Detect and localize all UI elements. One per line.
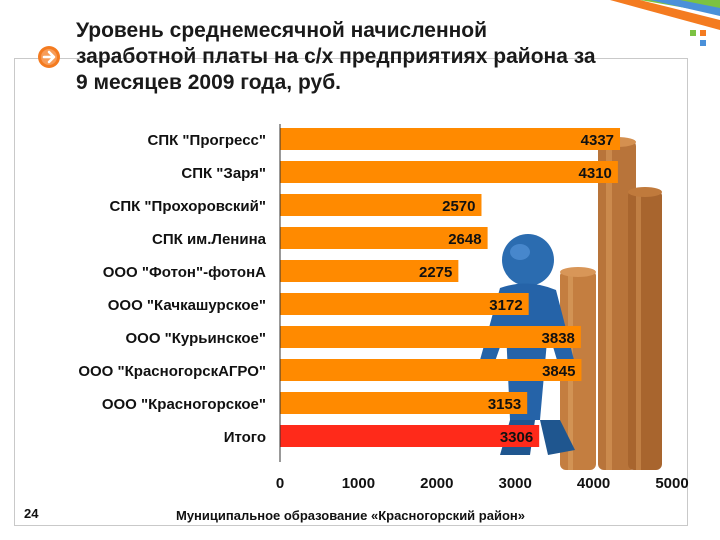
- x-tick-label: 5000: [655, 475, 688, 492]
- slide-title: Уровень среднемесячной начисленной зараб…: [76, 19, 596, 94]
- bar-value-label: 3306: [500, 429, 533, 446]
- category-label: ООО "Качкашурское": [108, 297, 266, 314]
- x-tick-label: 3000: [499, 475, 532, 492]
- bar: [280, 260, 459, 282]
- bar-value-label: 3845: [542, 363, 575, 380]
- category-label: ООО "КрасногорскАГРО": [78, 363, 266, 380]
- bar: [280, 161, 618, 183]
- bar: [280, 425, 540, 447]
- bar: [280, 326, 581, 348]
- category-label: Итого: [224, 429, 266, 446]
- bar: [280, 392, 528, 414]
- bar-chart: 4337 4310 2570 2648 2275 3172 3838 3845 3153 3306…: [78, 124, 689, 492]
- category-label: ООО "Фотон"-фотонА: [103, 264, 266, 281]
- category-label: ООО "Красногорское": [102, 396, 266, 413]
- bar-value-label: 2648: [448, 231, 481, 248]
- coin-stack-illustration: [560, 137, 662, 470]
- bar: [280, 128, 621, 150]
- arrow-bullet-icon: [38, 46, 60, 68]
- bar-value-label: 3172: [489, 297, 522, 314]
- bar-value-label: 4310: [579, 165, 612, 182]
- bar-value-label: 3838: [542, 330, 575, 347]
- category-label: ООО "Курьинское": [125, 330, 266, 347]
- bar: [280, 194, 482, 216]
- x-tick-label: 0: [276, 475, 284, 492]
- bar-value-label: 2275: [419, 264, 452, 281]
- bar-value-label: 4337: [581, 132, 614, 149]
- bar-value-label: 2570: [442, 198, 475, 215]
- category-label: СПК "Заря": [181, 165, 266, 182]
- x-tick-label: 4000: [577, 475, 610, 492]
- category-label: СПК "Прохоровский": [110, 198, 267, 215]
- bar: [280, 359, 582, 381]
- bar: [280, 293, 529, 315]
- category-label: СПК им.Ленина: [152, 231, 267, 248]
- footer-text: Муниципальное образование «Красногорский…: [176, 508, 525, 523]
- bar: [280, 227, 488, 249]
- category-label: СПК "Прогресс": [147, 132, 266, 149]
- x-tick-label: 2000: [420, 475, 453, 492]
- bar-value-label: 3153: [488, 396, 521, 413]
- corner-decoration: [580, 0, 720, 46]
- x-tick-label: 1000: [342, 475, 375, 492]
- page-number: 24: [24, 506, 39, 521]
